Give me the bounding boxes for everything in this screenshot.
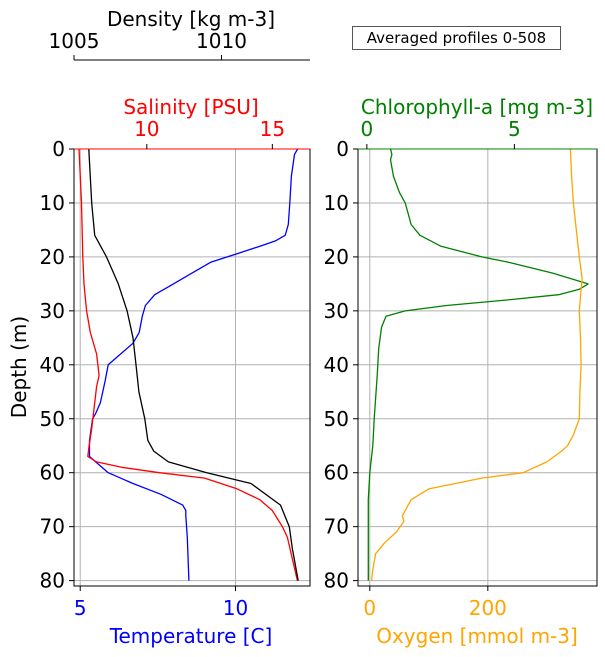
depth-axis-label: Depth (m) [7,316,31,418]
left-ytick-label: 0 [52,137,65,161]
right-ytick-label: 60 [324,461,349,485]
chlorophyll-tick-label: 5 [508,117,521,141]
density-tick-label: 1005 [49,29,100,53]
chlorophyll-tick-label: 0 [360,117,373,141]
temperature-line [88,148,299,581]
annotation-box: Averaged profiles 0-508 [352,26,561,50]
left-panel: 0 10 20 30 40 50 60 70 80 5 10 10 15 Depth (m) Tem… [7,95,311,648]
left-ytick-label: 30 [40,299,65,323]
temperature-axis-label: Temperature [C] [109,624,273,648]
left-ytick-label: 40 [40,353,65,377]
density-line [88,148,299,581]
salinity-tick-label: 15 [260,117,285,141]
right-ytick-label: 0 [336,137,349,161]
right-ytick-label: 10 [324,191,349,215]
oxygen-line [370,148,583,581]
oxygen-tick-label: 200 [469,596,507,620]
right-ytick-label: 30 [324,299,349,323]
right-ytick-label: 50 [324,407,349,431]
right-ytick-label: 80 [324,569,349,593]
left-ytick-label: 70 [40,515,65,539]
chlorophyll-line [367,148,589,581]
salinity-tick-label: 10 [134,117,159,141]
left-ytick-label: 20 [40,245,65,269]
chlorophyll-axis-label: Chlorophyll-a [mg m-3] [361,95,593,119]
density-axis: 1005 1010 Density [kg m-3] [49,7,310,61]
salinity-axis-label: Salinity [PSU] [123,95,258,119]
left-plot-frame [73,148,311,587]
left-ytick-label: 80 [40,569,65,593]
density-axis-label: Density [kg m-3] [107,7,275,31]
temperature-tick-label: 10 [223,596,248,620]
right-panel: 0 10 20 30 40 50 60 70 80 0 200 0 5 Oxygen [mmol m… [324,95,598,648]
density-tick-label: 1010 [196,29,247,53]
right-ytick-label: 40 [324,353,349,377]
left-ytick-label: 10 [40,191,65,215]
oxygen-tick-label: 0 [363,596,376,620]
right-ytick-label: 70 [324,515,349,539]
left-ytick-label: 50 [40,407,65,431]
salinity-line [78,148,299,581]
right-plot-frame [357,148,598,587]
temperature-tick-label: 5 [74,596,87,620]
oxygen-axis-label: Oxygen [mmol m-3] [376,624,578,648]
left-ytick-label: 60 [40,461,65,485]
right-ytick-label: 20 [324,245,349,269]
